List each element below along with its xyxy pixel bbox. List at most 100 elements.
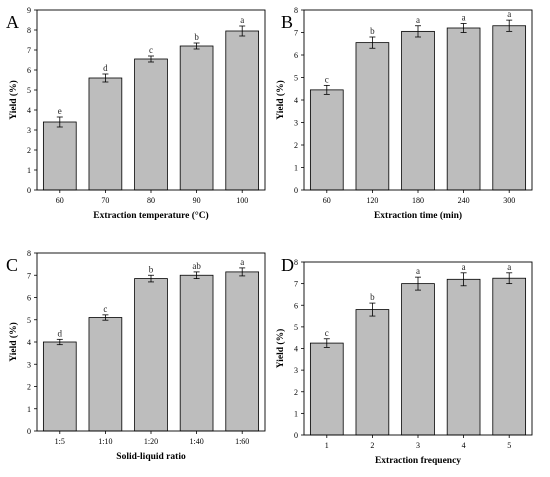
y-axis-label: Yield (%) <box>8 80 19 120</box>
bar <box>225 271 260 432</box>
y-tick-label: 8 <box>294 258 298 267</box>
significance-label: b <box>194 32 199 42</box>
y-tick-label: 6 <box>294 301 298 310</box>
y-axis-label: Yield (%) <box>8 322 19 362</box>
significance-label: d <box>103 63 108 73</box>
y-tick-label: 1 <box>294 164 298 173</box>
significance-label: a <box>240 257 244 267</box>
y-tick-label: 7 <box>27 271 31 280</box>
y-tick-label: 5 <box>294 323 298 332</box>
y-tick-label: 8 <box>27 249 31 258</box>
x-axis-label: Extraction time (min) <box>374 210 462 221</box>
bar <box>179 274 214 432</box>
y-tick-label: 2 <box>27 383 31 392</box>
bar <box>492 25 527 191</box>
y-tick-label: 5 <box>27 86 31 95</box>
x-tick-label: 240 <box>458 196 470 205</box>
y-tick-label: 6 <box>27 294 31 303</box>
significance-label: a <box>507 9 511 19</box>
significance-label: d <box>58 328 63 338</box>
x-tick-label: 1:60 <box>235 437 249 446</box>
significance-label: b <box>370 26 375 36</box>
y-tick-label: 5 <box>294 74 298 83</box>
x-tick-label: 60 <box>323 196 331 205</box>
plot-frame <box>36 9 266 191</box>
bar <box>309 89 344 191</box>
significance-label: a <box>507 262 511 272</box>
significance-label: e <box>58 106 62 116</box>
bar <box>309 342 344 436</box>
significance-label: c <box>149 45 153 55</box>
bar <box>446 27 481 191</box>
y-tick-label: 8 <box>27 26 31 35</box>
y-tick-label: 3 <box>27 360 31 369</box>
chart-panel-d: Dc 1 b 2 a 3 a 4 a 5 0 1 2 3 4 5 6 7 8 Extraction frequency… <box>275 255 533 466</box>
chart-panel-a: Ae 60 d 70 c 80 b 90 a 100 0 1 2 3 4 5 6 7 8 9 Extraction te… <box>6 6 266 221</box>
y-tick-label: 6 <box>294 51 298 60</box>
x-tick-label: 70 <box>101 196 109 205</box>
x-tick-label: 180 <box>412 196 424 205</box>
bar <box>42 121 77 191</box>
bar <box>225 30 260 191</box>
y-tick-label: 4 <box>294 96 298 105</box>
plot-frame <box>303 261 533 436</box>
x-tick-label: 1 <box>325 441 329 450</box>
bar <box>88 317 123 432</box>
bar <box>401 283 435 436</box>
y-tick-label: 3 <box>27 126 31 135</box>
bar <box>179 45 214 191</box>
x-axis-label: Extraction frequency <box>375 456 461 466</box>
panel-label: A <box>6 12 19 32</box>
x-tick-label: 1:20 <box>144 437 158 446</box>
x-tick-label: 60 <box>56 196 64 205</box>
y-tick-label: 0 <box>27 186 31 195</box>
bar <box>134 278 168 432</box>
y-tick-label: 4 <box>27 106 31 115</box>
y-tick-label: 3 <box>294 119 298 128</box>
x-tick-label: 1:40 <box>189 437 203 446</box>
bar <box>492 277 527 436</box>
significance-label: c <box>325 328 329 338</box>
significance-label: b <box>149 264 154 274</box>
x-tick-label: 5 <box>507 441 511 450</box>
x-axis-label: Extraction temperature (°C) <box>93 210 208 221</box>
y-tick-label: 1 <box>27 405 31 414</box>
significance-label: a <box>240 15 244 25</box>
bar <box>88 77 123 191</box>
y-tick-label: 9 <box>27 6 31 15</box>
y-tick-label: 3 <box>294 366 298 375</box>
chart-panel-b: Bc 60 b 120 a 180 a 240 a 300 0 1 2 3 4 5 6 7 8 Extraction … <box>275 6 533 221</box>
x-tick-label: 2 <box>370 441 374 450</box>
bar <box>134 58 168 191</box>
panel-label: D <box>281 255 294 275</box>
y-tick-label: 2 <box>294 141 298 150</box>
y-tick-label: 7 <box>294 280 298 289</box>
x-tick-label: 1:5 <box>55 437 65 446</box>
significance-label: a <box>462 13 466 23</box>
x-tick-label: 1:10 <box>98 437 112 446</box>
x-tick-label: 300 <box>503 196 515 205</box>
bar <box>355 42 390 191</box>
bar <box>355 309 390 436</box>
plot-frame <box>303 9 533 191</box>
y-tick-label: 8 <box>294 6 298 15</box>
significance-label: c <box>103 304 107 314</box>
y-tick-label: 0 <box>294 186 298 195</box>
y-tick-label: 1 <box>27 166 31 175</box>
y-tick-label: 0 <box>294 431 298 440</box>
panel-label: C <box>6 255 18 275</box>
significance-label: b <box>370 292 375 302</box>
significance-label: a <box>416 15 420 25</box>
x-tick-label: 90 <box>193 196 201 205</box>
plot-frame <box>36 252 266 432</box>
significance-label: a <box>462 262 466 272</box>
significance-label: ab <box>192 261 201 271</box>
y-tick-label: 2 <box>294 388 298 397</box>
x-tick-label: 80 <box>147 196 155 205</box>
y-tick-label: 4 <box>27 338 31 347</box>
x-axis-label: Solid-liquid ratio <box>116 452 186 462</box>
significance-label: c <box>325 74 329 84</box>
y-tick-label: 1 <box>294 409 298 418</box>
